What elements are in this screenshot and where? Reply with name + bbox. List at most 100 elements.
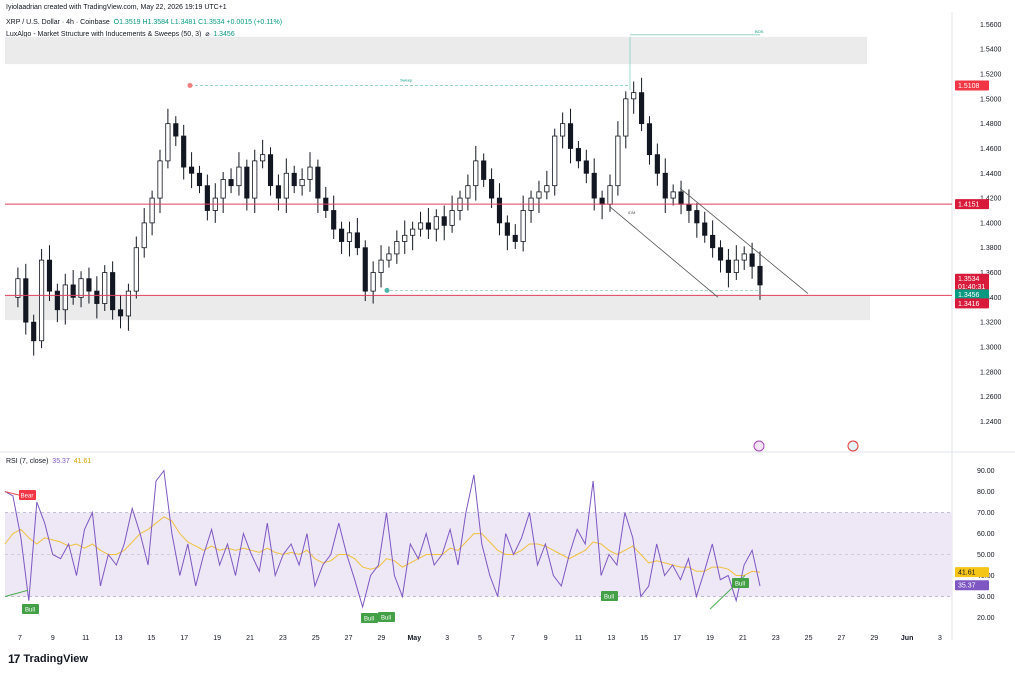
candle-body — [702, 222, 708, 236]
candle-body — [244, 166, 250, 199]
symbol-name[interactable]: XRP / U.S. Dollar · 4h · Coinbase — [6, 19, 110, 26]
candle-body — [228, 179, 234, 187]
candle-body — [741, 253, 747, 261]
candle-body — [362, 247, 368, 292]
candle-body — [204, 185, 210, 211]
candle-body — [149, 197, 155, 224]
candle-body — [62, 284, 68, 311]
signal-badge — [732, 578, 749, 588]
candle-body — [236, 166, 242, 187]
signal-label: Bull — [364, 617, 374, 623]
x-tick-label: 9 — [544, 635, 548, 642]
x-tick-label: 13 — [608, 635, 616, 642]
bull-divergence — [4, 589, 29, 598]
x-tick-label: 19 — [213, 635, 221, 642]
candle-body — [678, 191, 684, 205]
rsi-legend: RSI (7, close) 35.37 41.61 — [6, 458, 91, 465]
signal-label: Bull — [25, 608, 35, 614]
demand-zone — [5, 295, 870, 321]
candle-body — [173, 123, 179, 137]
candle-body — [125, 290, 131, 317]
price-tick-label: 1.5200 — [980, 72, 1002, 79]
x-tick-label: 21 — [739, 635, 747, 642]
x-tick-label: 15 — [148, 635, 156, 642]
price-label-text: 1.4151 — [958, 202, 980, 209]
candle-body — [425, 222, 431, 230]
signal-badge — [22, 604, 39, 614]
price-label-text: 1.3456 — [958, 292, 980, 299]
candle-body — [512, 234, 518, 242]
candle-body — [607, 185, 613, 205]
tradingview-branding: 17 TradingView — [8, 652, 88, 666]
candle-body — [315, 166, 321, 199]
rsi-ma-value: 41.61 — [73, 458, 92, 465]
candle-body — [157, 160, 163, 199]
rsi-value-text: 35.37 — [958, 583, 976, 590]
rsi-line — [4, 469, 761, 609]
price-tick-label: 1.3600 — [980, 270, 1002, 277]
candle-body — [386, 253, 392, 261]
x-tick-label: 7 — [18, 635, 22, 642]
price-label-box — [955, 298, 989, 309]
candle-body — [31, 321, 37, 342]
price-tick-label: 1.5600 — [980, 22, 1002, 29]
price-tick-label: 1.3200 — [980, 320, 1002, 327]
candle-body — [725, 259, 731, 273]
price-tick-label: 1.5000 — [980, 96, 1002, 103]
rsi-tick-label: 60.00 — [977, 531, 995, 538]
price-tick-label: 1.3400 — [980, 295, 1002, 302]
rsi-value-box — [955, 580, 989, 591]
candle-body — [694, 210, 700, 224]
creator-line: Iyiolaadrian created with TradingView.co… — [6, 4, 227, 11]
candle-body — [733, 259, 739, 273]
rsi-tick-label: 90.00 — [977, 468, 995, 475]
price-label-text: 1.3416 — [958, 301, 980, 308]
candle-body — [662, 172, 668, 199]
price-tick-label: 1.2400 — [980, 419, 1002, 426]
rsi-tick-label: 70.00 — [977, 510, 995, 517]
candle-body — [110, 272, 116, 311]
x-tick-label: 3 — [445, 635, 449, 642]
candle-body — [23, 278, 29, 323]
candle-body — [654, 154, 660, 174]
rsi-label[interactable]: RSI (7, close) — [6, 458, 49, 465]
x-tick-label: May — [407, 635, 421, 642]
candle-body — [631, 92, 637, 100]
symbol-line: XRP / U.S. Dollar · 4h · Coinbase O1.351… — [6, 19, 282, 26]
candle-body — [481, 160, 487, 180]
candle-body — [39, 259, 45, 342]
sweep-label: Sweep — [400, 77, 413, 82]
candle-body — [433, 216, 439, 230]
x-tick-label: 11 — [82, 635, 89, 642]
rsi-tick-label: 20.00 — [977, 615, 995, 622]
signal-badge — [378, 612, 395, 622]
sweep-high-marker — [187, 82, 193, 88]
idm-label: IDM — [628, 210, 635, 215]
candle-body — [283, 172, 289, 199]
signal-badge — [361, 613, 378, 623]
us-flag-icon — [847, 440, 859, 452]
candle-body — [615, 135, 621, 187]
candle-body — [710, 234, 716, 249]
candle-body — [504, 222, 510, 236]
candle-body — [465, 185, 471, 199]
sweep-low-marker — [384, 287, 390, 293]
x-tick-label: 25 — [312, 635, 320, 642]
signal-label: Bull — [381, 616, 391, 622]
rsi-tick-label: 30.00 — [977, 594, 995, 601]
tradingview-logo-icon: 17 — [8, 652, 20, 666]
indicator-name[interactable]: LuxAlgo - Market Structure with Induceme… — [6, 31, 202, 38]
candle-body — [520, 210, 526, 242]
x-tick-label: 3 — [938, 635, 942, 642]
x-tick-label: 15 — [640, 635, 648, 642]
bos-label: BOS — [755, 29, 764, 34]
candle-body — [331, 210, 337, 230]
candle-body — [354, 232, 360, 249]
candle-body — [70, 284, 76, 298]
x-tick-label: 17 — [673, 635, 681, 642]
x-tick-label: 23 — [772, 635, 780, 642]
candle-body — [86, 278, 92, 292]
candle-body — [489, 179, 495, 199]
candle-body — [402, 234, 408, 242]
